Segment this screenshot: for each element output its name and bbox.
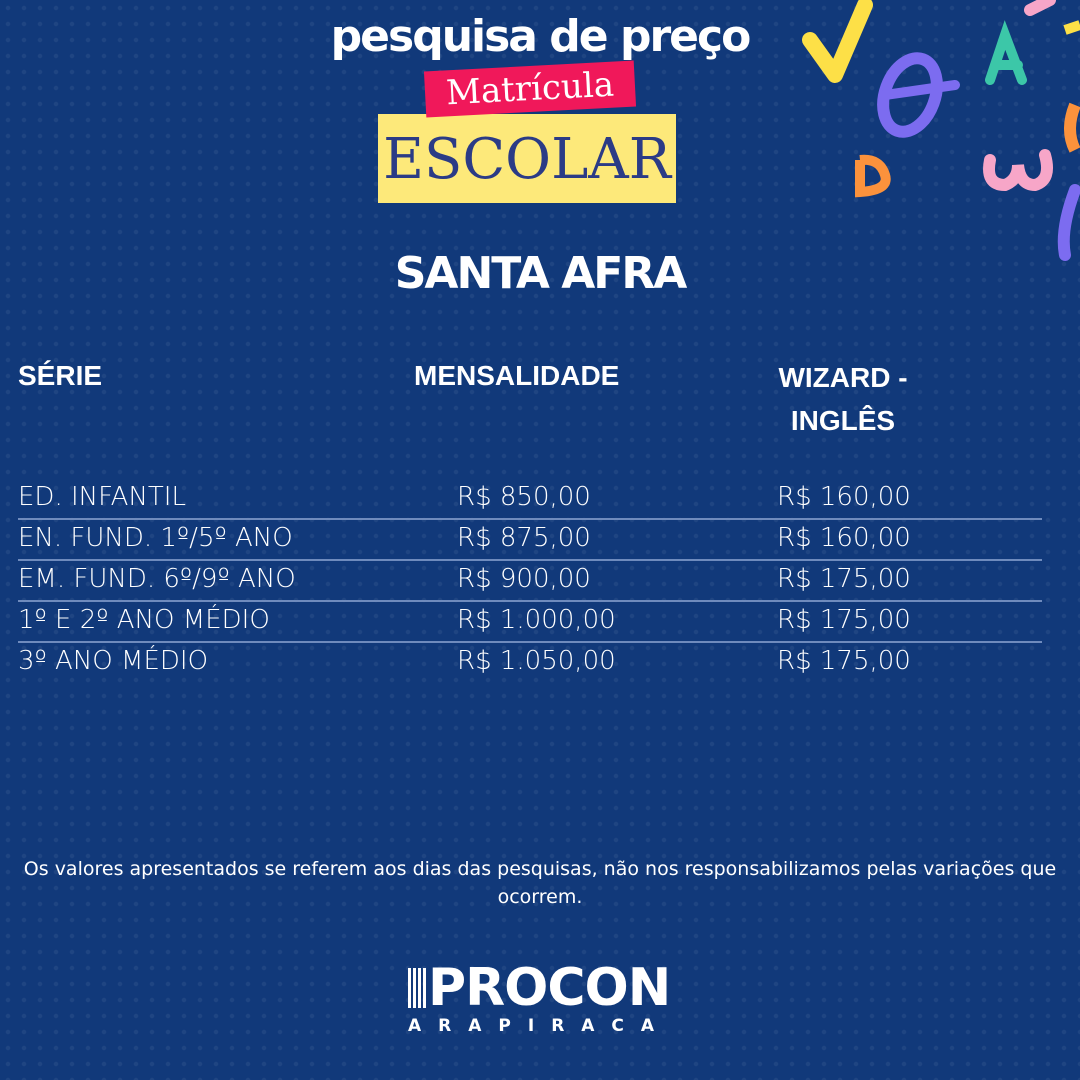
decorative-letters-icon [802, 0, 1080, 261]
wizard-cell: R$ 175,00 [777, 605, 911, 635]
row-divider [18, 559, 1042, 561]
row-divider [18, 641, 1042, 643]
wizard-cell: R$ 160,00 [777, 482, 911, 512]
subtitle-label: ESCOLAR [383, 127, 671, 192]
theta-letter-icon [877, 52, 943, 138]
barcode-icon [408, 968, 426, 1008]
wizard-cell: R$ 175,00 [777, 646, 911, 676]
column-header-serie: SÉRIE [18, 360, 103, 391]
mensalidade-cell: R$ 875,00 [457, 523, 591, 553]
serie-cell: ED. INFANTIL [18, 482, 186, 512]
a-letter-icon [985, 20, 1027, 85]
mensalidade-cell: R$ 1.000,00 [457, 605, 616, 635]
serie-cell: EM. FUND. 6º/9º ANO [18, 564, 296, 594]
serie-cell: EN. FUND. 1º/5º ANO [18, 523, 293, 553]
serie-cell: 1º E 2º ANO MÉDIO [18, 605, 270, 635]
school-name: SANTA AFRA [394, 248, 688, 299]
mensalidade-cell: R$ 1.050,00 [457, 646, 616, 676]
column-header-wizard: WIZARD - INGLÊS [778, 362, 908, 436]
d-letter-icon [855, 154, 891, 198]
procon-logo: PROCON ARAPIRACA [408, 958, 672, 1036]
subtitle-banner [378, 114, 676, 203]
omega-letter-icon [983, 149, 1053, 192]
disclaimer: Os valores apresentados se referem aos d… [23, 858, 1057, 908]
serie-cell: 3º ANO MÉDIO [18, 646, 209, 676]
mensalidade-cell: R$ 900,00 [457, 564, 591, 594]
column-header-mensalidade: MENSALIDADE [414, 360, 620, 391]
row-divider [18, 600, 1042, 602]
wizard-cell: R$ 160,00 [777, 523, 911, 553]
mensalidade-cell: R$ 850,00 [457, 482, 591, 512]
campaign-title: pesquisa de preço [330, 11, 752, 62]
checkmark-letter-icon [802, 0, 873, 83]
wizard-cell: R$ 175,00 [777, 564, 911, 594]
row-divider [18, 518, 1042, 520]
